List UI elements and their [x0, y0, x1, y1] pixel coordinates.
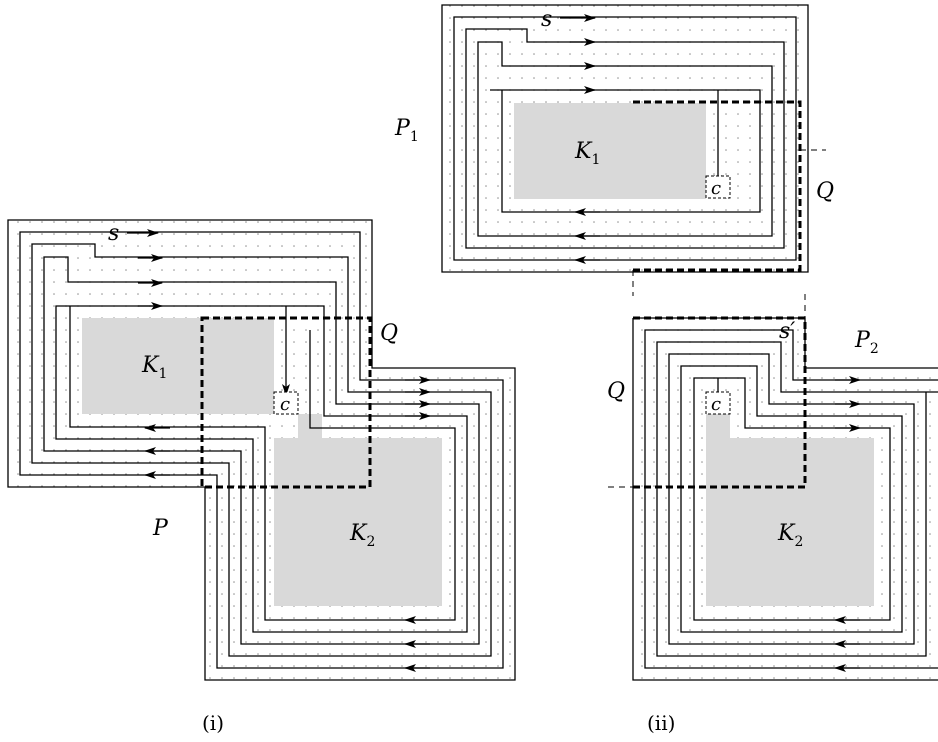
caption-ii: (ii) — [647, 711, 675, 735]
p2-loop-2 — [656, 341, 938, 657]
panel-i: s K1 K2 c Q P (i) — [7, 219, 516, 735]
label-k2: K2 — [349, 521, 375, 550]
p2-loop-1 — [644, 329, 938, 669]
p1-label-p1: P1 — [394, 116, 419, 145]
p2-loop-3 — [668, 353, 915, 645]
region-k2 — [274, 438, 442, 606]
spiral-loop-5 — [69, 306, 456, 621]
p2-q-boundary — [633, 316, 807, 489]
p1-label-c: c — [711, 178, 721, 199]
panel-ii-top: s K1 c Q P1 — [394, 4, 834, 296]
region-k1 — [82, 318, 274, 414]
q-boundary — [200, 316, 372, 489]
region-k2-p2 — [706, 438, 874, 606]
p1-label-k1-base: K — [574, 139, 593, 164]
p2-label-p2-sub: 2 — [870, 341, 879, 357]
p1-label-k1: K1 — [574, 139, 600, 168]
p1-label-k1-sub: 1 — [591, 152, 600, 168]
p1-label-q: Q — [816, 179, 834, 204]
p2-label-p2: P2 — [854, 328, 879, 357]
p1-q-boundary — [633, 100, 802, 272]
label-k2-sub: 2 — [366, 534, 375, 550]
polygon-p-boundary — [7, 219, 516, 681]
spiral-loop-2 — [31, 243, 492, 657]
p2-label-s-prime: s′ — [779, 319, 795, 344]
p2-loop-4 — [680, 365, 903, 633]
p1-end-cell-c — [705, 175, 731, 199]
polygon-p1-boundary — [441, 4, 809, 273]
p2-label-p2-base: P — [854, 328, 871, 353]
label-p: P — [152, 516, 169, 541]
p1-label-s: s — [541, 7, 552, 32]
p1-loop-4 — [490, 89, 761, 213]
p2-label-k2-sub: 2 — [794, 534, 803, 550]
p2-label-k2: K2 — [777, 521, 803, 550]
label-k1-base: K — [141, 353, 160, 378]
p2-label-c: c — [711, 394, 721, 415]
p1-label-p1-base: P — [394, 116, 411, 141]
p2-label-q: Q — [607, 379, 625, 404]
label-s: s — [108, 221, 119, 246]
p1-loop-3 — [477, 41, 773, 237]
p2-label-k2-base: K — [777, 521, 796, 546]
p1-label-p1-sub: 1 — [410, 129, 419, 145]
label-c: c — [280, 394, 290, 415]
p1-loop-2 — [465, 28, 785, 249]
end-cell-c — [273, 391, 299, 415]
caption-i: (i) — [202, 711, 224, 735]
spiral-loop-3 — [43, 256, 480, 645]
region-k2-p2-connector — [706, 414, 730, 438]
p2-loop-5 — [693, 377, 891, 621]
polygon-p2-boundary — [632, 317, 938, 681]
p1-loop-1 — [453, 16, 797, 261]
label-k1-sub: 1 — [158, 366, 167, 382]
p2-end-cell-c — [705, 391, 731, 415]
region-k1-p1 — [514, 103, 706, 199]
panel-ii-bottom: s′ c K2 Q P2 (ii) — [607, 294, 938, 735]
spiral-loop-4 — [55, 305, 468, 633]
label-k2-base: K — [349, 521, 368, 546]
label-q: Q — [380, 321, 398, 346]
label-k1: K1 — [141, 353, 167, 382]
spiral-loop-1 — [19, 231, 504, 669]
